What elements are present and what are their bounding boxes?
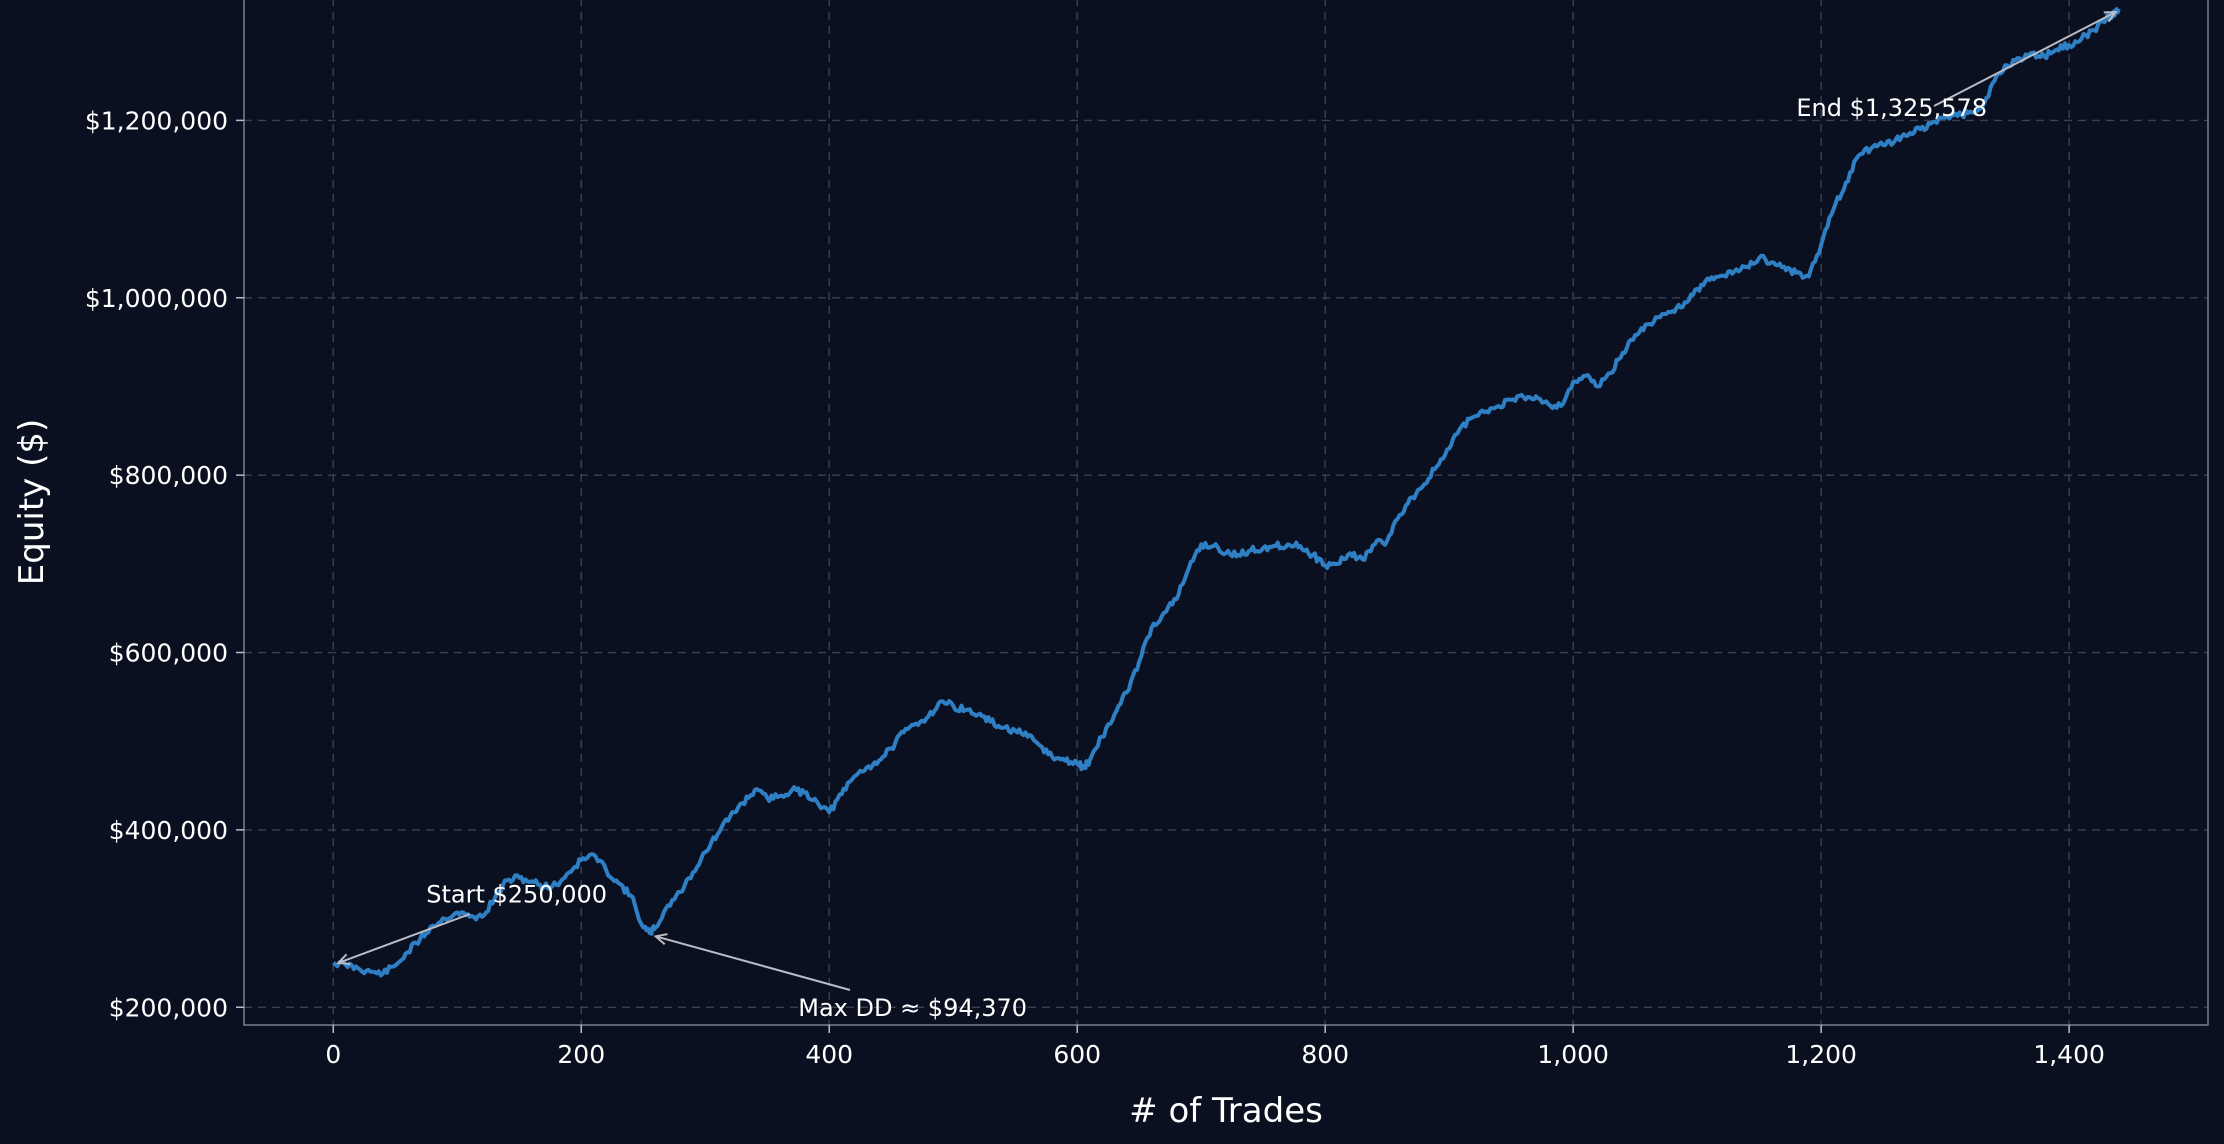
y-axis-title: Equity ($) xyxy=(12,419,52,585)
annotation-arrow-line xyxy=(337,913,471,964)
annotation-arrow-head xyxy=(2103,10,2118,23)
equity-line xyxy=(332,7,2121,978)
x-tick-label: 1,400 xyxy=(2033,1040,2105,1069)
max-drawdown-annotation: Max DD ≈ $94,370 xyxy=(798,994,1027,1022)
annotation-arrow-line xyxy=(655,935,851,991)
plot-frame xyxy=(243,0,2209,1026)
start-annotation: Start $250,000 xyxy=(426,881,607,909)
end-annotation: End $1,325,578 xyxy=(1796,94,1987,122)
x-tick-label: 0 xyxy=(325,1040,341,1069)
y-tick-label: $1,200,000 xyxy=(85,106,228,135)
x-tick-label: 400 xyxy=(805,1040,853,1069)
x-tick-label: 1,000 xyxy=(1537,1040,1609,1069)
annotation-arrow-head xyxy=(336,953,351,966)
y-tick-label: $1,000,000 xyxy=(85,284,228,313)
x-tick-label: 600 xyxy=(1053,1040,1101,1069)
axis-ticks: 0 200 400 600 800 1,000 1,200 1,400 $200,000 $400… xyxy=(85,106,2105,1069)
x-tick-label: 1,200 xyxy=(1785,1040,1857,1069)
x-axis-title: # of Trades xyxy=(1129,1091,1323,1131)
annotation-arrow-head xyxy=(653,933,668,945)
grid-lines xyxy=(244,0,2208,1025)
annotations: Start $250,000 Max DD ≈ $94,370 End $1,325… xyxy=(336,10,2118,1022)
annotation-arrow-line xyxy=(1933,11,2117,107)
series-layer xyxy=(332,7,2121,978)
y-tick-label: $200,000 xyxy=(109,993,228,1022)
y-tick-label: $800,000 xyxy=(109,461,228,490)
x-tick-label: 200 xyxy=(557,1040,605,1069)
y-tick-label: $600,000 xyxy=(109,639,228,668)
x-tick-label: 800 xyxy=(1301,1040,1349,1069)
y-tick-label: $400,000 xyxy=(109,816,228,845)
